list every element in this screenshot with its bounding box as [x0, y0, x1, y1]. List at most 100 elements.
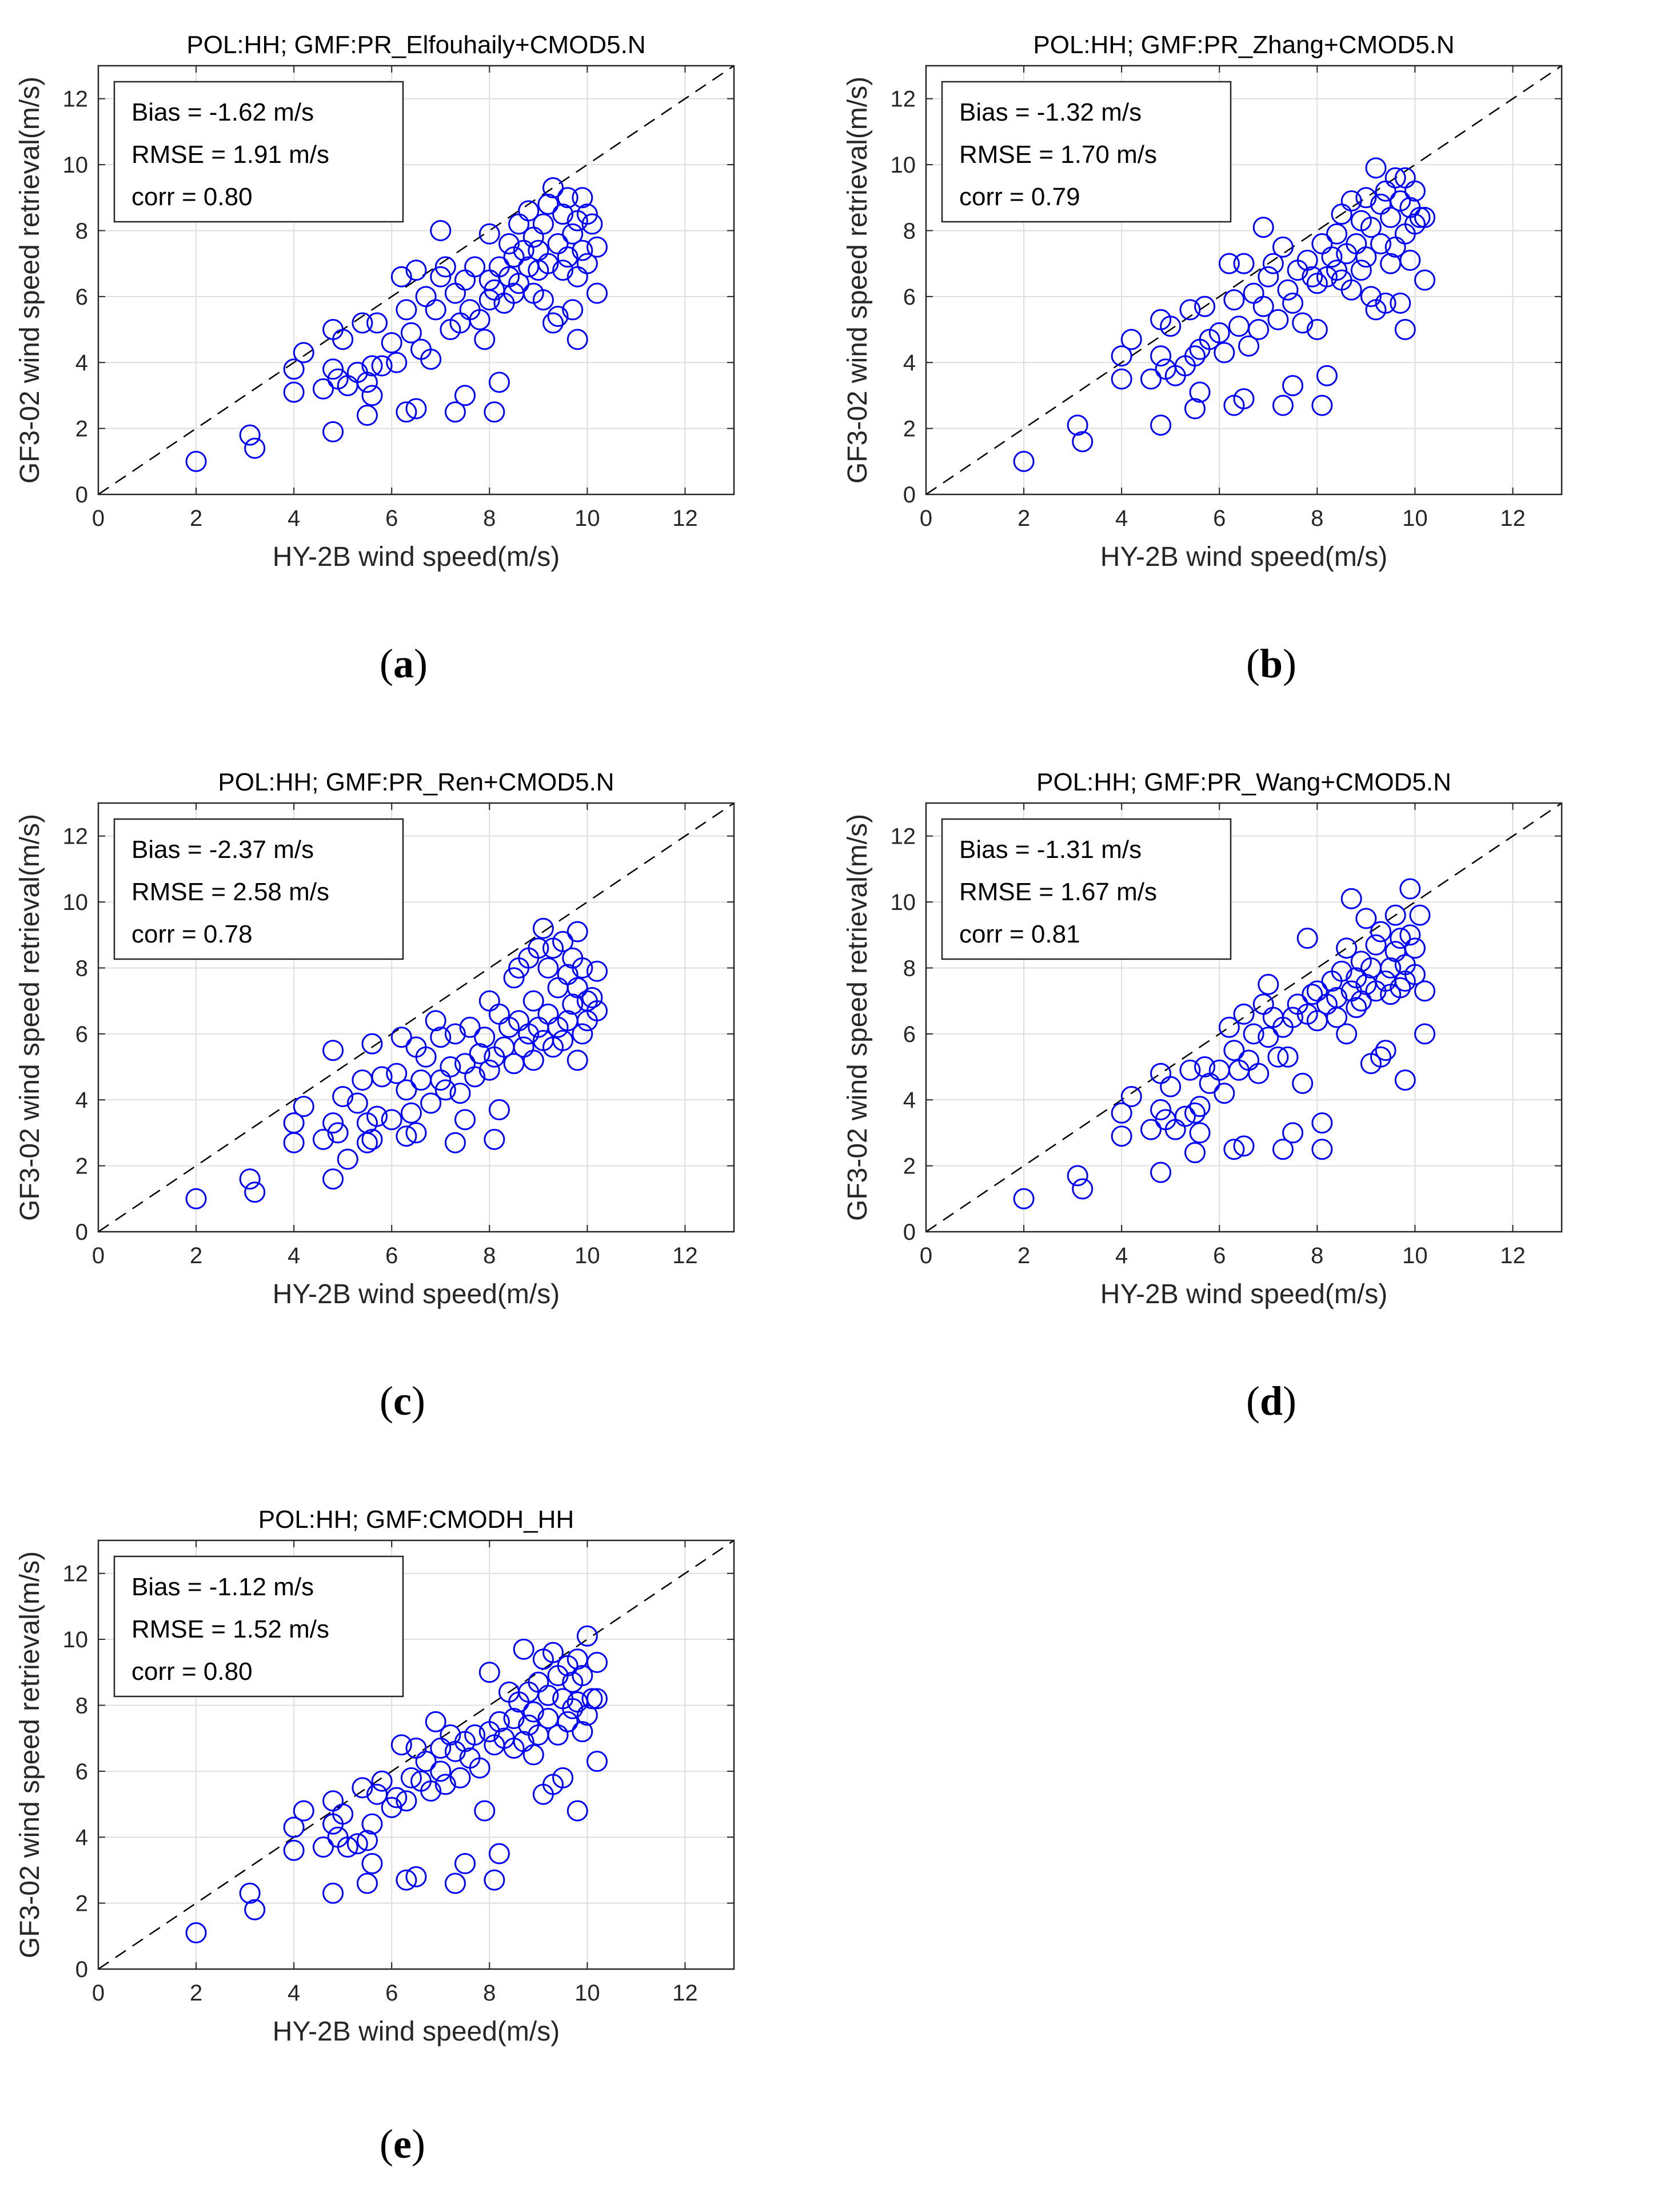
data-point — [322, 1168, 344, 1190]
data-point — [185, 1188, 207, 1209]
data-point — [1223, 1040, 1245, 1061]
data-point — [1214, 342, 1235, 364]
data-point — [185, 450, 207, 472]
data-point — [1296, 249, 1318, 271]
y-tick-label: 10 — [63, 153, 89, 178]
data-point — [576, 253, 598, 274]
data-point — [474, 1027, 496, 1048]
data-point — [1414, 980, 1435, 1002]
data-point — [405, 1122, 427, 1144]
data-point — [244, 1899, 266, 1920]
data-point — [1160, 1076, 1182, 1097]
data-point — [484, 1869, 505, 1891]
data-point — [1248, 1063, 1270, 1084]
data-point — [425, 1010, 446, 1032]
y-tick-label: 8 — [903, 218, 916, 243]
data-point — [1355, 187, 1377, 209]
x-tick-label: 4 — [1115, 506, 1128, 531]
data-point — [1355, 908, 1377, 929]
y-axis-label: GF3-02 wind speed retrieval(m/s) — [15, 1551, 45, 1958]
data-point — [396, 299, 417, 321]
data-point — [1292, 1072, 1314, 1094]
data-point — [1214, 1083, 1235, 1104]
x-tick-label: 10 — [1402, 506, 1428, 531]
data-point — [283, 1112, 305, 1134]
y-tick-label: 2 — [903, 1154, 916, 1179]
data-point — [366, 312, 388, 334]
data-point — [1238, 335, 1260, 357]
data-point — [371, 355, 393, 377]
scatter-chart-a: 0 2 4 6 8 10 12 0 2 4 6 8 10 12 POL:HH; GMF:PR_Elfouha… — [15, 31, 735, 572]
data-point — [1331, 960, 1352, 982]
y-tick-label: 8 — [75, 956, 88, 981]
y-tick-label: 0 — [75, 482, 88, 508]
x-tick-label: 6 — [385, 506, 398, 531]
chart-title: POL:HH; GMF:PR_Wang+CMOD5.N — [1036, 768, 1451, 796]
data-point — [469, 1757, 490, 1779]
data-point — [572, 239, 593, 261]
data-point — [572, 1721, 593, 1743]
y-tick-label: 6 — [903, 285, 916, 310]
x-tick-label: 0 — [920, 1243, 932, 1268]
data-point — [1013, 1188, 1035, 1209]
data-point — [537, 193, 559, 215]
x-tick-label: 10 — [574, 1981, 600, 2006]
data-point — [1140, 1119, 1162, 1140]
data-point — [312, 1128, 334, 1150]
data-point — [322, 421, 344, 442]
data-point — [396, 401, 417, 423]
data-point — [449, 1083, 471, 1104]
data-point — [444, 1872, 466, 1894]
stats-line: corr = 0.81 — [959, 920, 1080, 948]
x-tick-label: 2 — [190, 1243, 202, 1268]
y-tick-label: 0 — [75, 1220, 88, 1245]
data-point — [1365, 934, 1387, 956]
data-point — [1179, 1059, 1201, 1081]
data-point — [474, 1800, 496, 1822]
data-point — [361, 1033, 383, 1055]
data-point — [562, 993, 584, 1015]
x-tick-label: 0 — [92, 1981, 105, 2006]
x-tick-label: 12 — [672, 506, 698, 531]
x-tick-label: 0 — [92, 506, 105, 531]
data-point — [1394, 319, 1416, 341]
data-point — [566, 329, 588, 350]
data-point — [552, 1029, 574, 1051]
data-point — [327, 1122, 349, 1144]
data-point — [239, 1882, 261, 1904]
data-point — [1179, 299, 1201, 321]
data-point — [566, 1800, 588, 1822]
data-point — [1296, 928, 1318, 949]
data-point — [1208, 322, 1230, 344]
data-point — [1150, 1099, 1172, 1121]
data-point — [478, 1059, 500, 1081]
data-point — [1375, 1040, 1396, 1061]
data-point — [444, 1023, 466, 1045]
y-tick-label: 2 — [75, 417, 88, 442]
data-point — [1184, 398, 1206, 420]
data-point — [581, 987, 603, 1008]
chart-panel-e: 0 2 4 6 8 10 12 0 2 4 6 8 10 12 POL:HH; GMF:CMODH_HH HY… — [0, 1475, 828, 2212]
data-point — [1370, 921, 1392, 943]
data-point — [1292, 312, 1314, 334]
data-point — [469, 1043, 490, 1064]
data-point — [1277, 1046, 1299, 1068]
data-point — [1194, 1056, 1216, 1078]
data-point — [356, 1872, 378, 1894]
data-point — [537, 1684, 559, 1706]
x-axis-label: HY-2B wind speed(m/s) — [273, 2017, 560, 2047]
data-point — [400, 1102, 422, 1124]
y-tick-label: 0 — [75, 1957, 88, 1982]
chart-title: POL:HH; GMF:PR_Ren+CMOD5.N — [218, 768, 614, 796]
data-point — [332, 329, 354, 350]
data-point — [1404, 937, 1426, 959]
stats-box — [113, 818, 404, 960]
data-point — [1013, 450, 1035, 472]
reference-line — [98, 1539, 735, 1970]
data-point — [1258, 973, 1279, 995]
data-point — [1120, 329, 1142, 350]
data-point — [1282, 1122, 1304, 1144]
data-point — [1120, 1085, 1142, 1107]
data-point — [1414, 1023, 1435, 1045]
scatter-chart-c: 0 2 4 6 8 10 12 0 2 4 6 8 10 12 POL:HH; GMF:PR_Ren+CMO… — [15, 768, 735, 1309]
